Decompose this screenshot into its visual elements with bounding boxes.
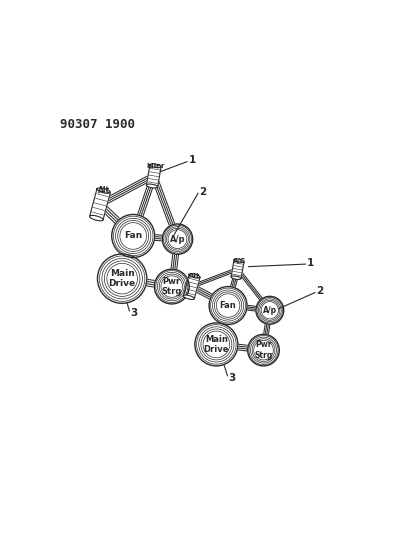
Text: A/p: A/p <box>263 306 277 315</box>
Circle shape <box>112 214 155 257</box>
Polygon shape <box>90 189 111 220</box>
Ellipse shape <box>150 164 161 168</box>
Text: 1: 1 <box>307 258 315 268</box>
Circle shape <box>98 254 147 303</box>
Polygon shape <box>146 165 161 187</box>
Text: Pwr
Strg: Pwr Strg <box>254 341 273 360</box>
Polygon shape <box>183 274 200 298</box>
Circle shape <box>154 269 189 304</box>
Text: Main
Drive: Main Drive <box>109 269 136 288</box>
Ellipse shape <box>231 276 241 279</box>
Text: Pwr
Strg: Pwr Strg <box>162 277 182 296</box>
Ellipse shape <box>189 273 200 278</box>
Circle shape <box>209 287 247 325</box>
Text: 3: 3 <box>228 373 235 383</box>
Circle shape <box>195 323 238 366</box>
Text: Alt: Alt <box>98 186 110 195</box>
Text: 2: 2 <box>317 286 324 296</box>
Text: 3: 3 <box>130 309 137 318</box>
Polygon shape <box>231 260 244 279</box>
Text: 90307 1900: 90307 1900 <box>60 118 135 131</box>
Circle shape <box>162 224 193 254</box>
Text: Main
Drive: Main Drive <box>204 335 229 354</box>
Text: Idler: Idler <box>146 163 165 169</box>
Text: A/p: A/p <box>170 235 185 244</box>
Ellipse shape <box>234 259 244 262</box>
Circle shape <box>256 296 284 324</box>
Text: Alt: Alt <box>189 273 200 279</box>
Ellipse shape <box>146 184 157 188</box>
Text: Fan: Fan <box>220 301 237 310</box>
Text: A/C: A/C <box>233 257 246 264</box>
Text: 2: 2 <box>200 187 207 197</box>
Circle shape <box>248 334 279 366</box>
Ellipse shape <box>97 188 111 193</box>
Text: 1: 1 <box>188 155 196 165</box>
Ellipse shape <box>90 215 103 221</box>
Ellipse shape <box>183 295 194 300</box>
Text: Fan: Fan <box>124 231 142 240</box>
